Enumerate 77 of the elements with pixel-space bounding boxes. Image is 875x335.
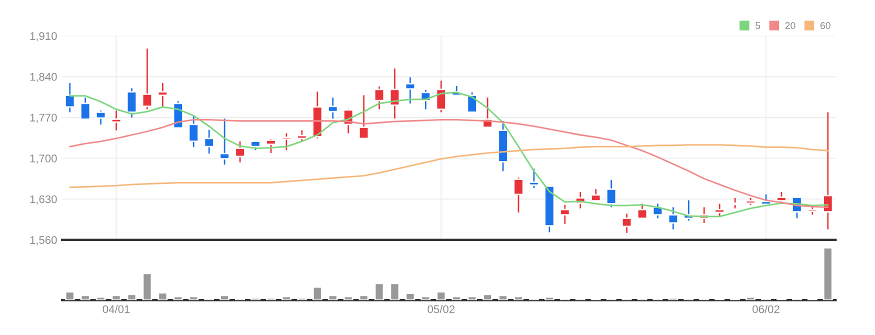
line-series — [69, 144, 829, 188]
candlestick — [142, 48, 153, 110]
legend-label: 5 — [756, 22, 760, 30]
y-tick-label: 1,700 — [30, 154, 57, 164]
candlestick — [636, 203, 648, 219]
bar — [436, 291, 446, 300]
candlestick — [328, 96, 338, 120]
bar — [64, 291, 75, 300]
bar — [96, 296, 106, 300]
candlestick — [389, 68, 400, 120]
bar — [80, 294, 90, 300]
bar — [142, 272, 152, 300]
candlestick — [219, 118, 230, 166]
bar — [250, 297, 260, 300]
candlestick — [157, 82, 168, 108]
candlestick — [668, 206, 679, 230]
candlestick — [296, 130, 308, 142]
y-tick-label: 1,560 — [30, 236, 57, 246]
candlestick — [590, 188, 602, 202]
candlestick — [606, 179, 617, 208]
bar — [296, 297, 307, 300]
bar — [420, 296, 431, 300]
candlestick — [528, 168, 540, 189]
candlestick — [513, 176, 524, 214]
bar — [498, 294, 508, 300]
bar — [668, 297, 678, 300]
bar — [188, 296, 199, 300]
bar — [281, 296, 292, 300]
bar — [328, 294, 338, 300]
candlestick — [621, 212, 632, 234]
bar — [467, 296, 478, 300]
bar — [482, 294, 492, 300]
candlestick — [776, 191, 787, 203]
candlestick — [188, 115, 199, 148]
candlestick — [404, 76, 416, 104]
candlestick — [358, 94, 370, 140]
candlestick — [714, 203, 725, 217]
candlestick — [466, 92, 478, 113]
bar — [173, 296, 184, 300]
legend-label: 20 — [785, 22, 796, 30]
bar — [126, 294, 137, 300]
candlestick — [110, 110, 122, 131]
candlestick — [95, 110, 106, 126]
candlestick — [281, 132, 292, 151]
bar — [544, 296, 554, 300]
candlestick — [64, 82, 76, 113]
x-tick-label: 04/01 — [102, 305, 130, 314]
bar — [358, 294, 369, 300]
x-tick-label: 06/02 — [752, 305, 780, 314]
bar — [452, 296, 462, 300]
candlestick — [374, 86, 385, 110]
bar — [158, 292, 168, 300]
candlestick — [760, 194, 772, 205]
legend-label: 60 — [820, 22, 830, 30]
bar — [374, 282, 384, 300]
candlestick — [560, 204, 570, 225]
x-tick-label: 05/02 — [428, 305, 454, 314]
bar — [266, 297, 276, 300]
bar — [514, 296, 524, 300]
candlestick — [80, 96, 91, 120]
y-tick-label: 1,840 — [30, 72, 57, 82]
bar — [390, 282, 400, 300]
bar — [822, 247, 833, 300]
bar — [343, 296, 354, 300]
candlestick — [266, 138, 276, 154]
bar — [312, 286, 322, 300]
y-tick-label: 1,770 — [30, 114, 57, 123]
y-tick-label: 1,630 — [30, 195, 57, 205]
bar — [111, 294, 122, 300]
candlestick — [436, 80, 446, 113]
candlestick — [204, 128, 214, 154]
bar — [220, 294, 230, 300]
bar — [746, 296, 756, 300]
candlestick — [234, 140, 246, 164]
candlestick — [126, 88, 138, 118]
bar — [405, 292, 416, 300]
y-tick-label: 1,910 — [30, 32, 57, 42]
